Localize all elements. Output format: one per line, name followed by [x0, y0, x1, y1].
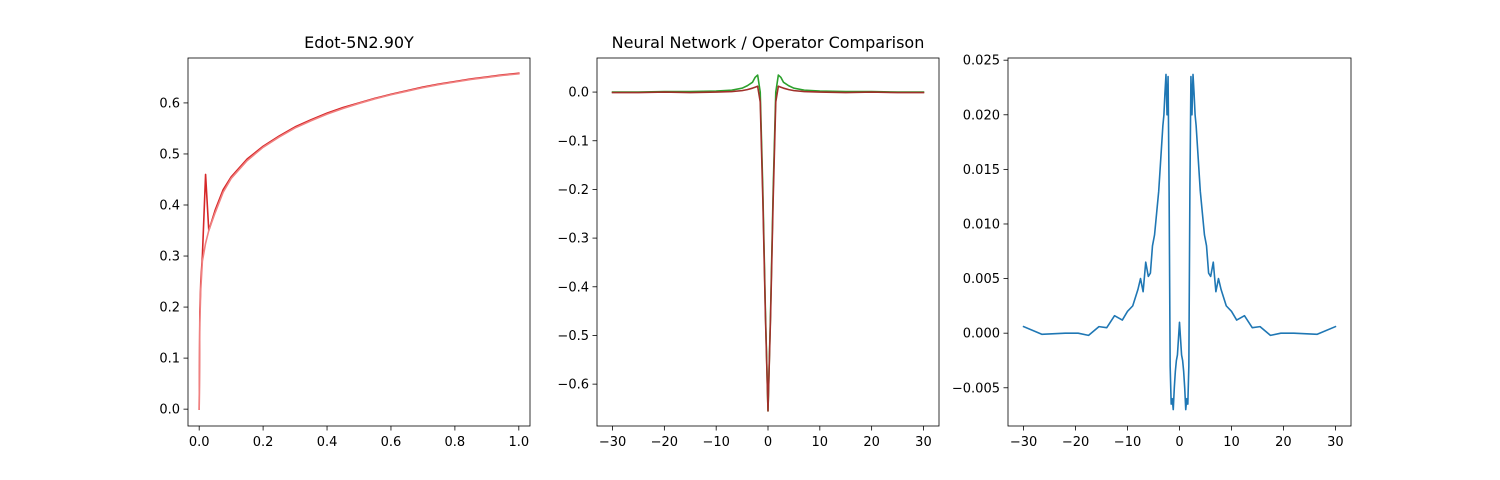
panel-difference: −30 −20 −10 0 10 20 30 −0.005 0.000 0.005 0.010 0.0…	[952, 54, 1352, 450]
x-tick-label: 20	[1275, 435, 1292, 450]
x-tick-label: 0.0	[189, 435, 210, 450]
y-tick-label: −0.3	[557, 232, 589, 247]
x-tick-label: −30	[1010, 435, 1037, 450]
y-tick-label: 0.2	[159, 301, 180, 316]
y-tick-label: 0.005	[963, 272, 1000, 287]
y-tick-label: −0.4	[557, 280, 589, 295]
y-tick-label: 0.000	[963, 327, 1000, 342]
x-tick-label: 30	[915, 435, 932, 450]
panel-edot-curve: Edot-5N2.90Y 0.0 0.2 0.4 0.6 0.8 1.0 0.0 0.1 0.2…	[159, 33, 531, 450]
panel-operator-comparison: Neural Network / Operator Comparison −30…	[557, 33, 940, 450]
x-tick-label: 0.2	[253, 435, 274, 450]
x-tick-label: 0.4	[317, 435, 338, 450]
y-tick-label: 0.1	[159, 352, 180, 367]
y-tick-label: 0.0	[568, 86, 589, 101]
panel-title: Edot-5N2.90Y	[304, 33, 414, 52]
x-tick-label: 20	[863, 435, 880, 450]
y-tick-label: 0.3	[159, 250, 180, 265]
y-tick-label: 0.020	[963, 108, 1000, 123]
x-tick-label: 0.8	[445, 435, 466, 450]
x-tick-label: 10	[1223, 435, 1240, 450]
y-tick-label: 0.4	[159, 198, 180, 213]
y-tick-label: 0.015	[963, 163, 1000, 178]
x-tick-label: −20	[651, 435, 678, 450]
y-tick-label: −0.5	[557, 329, 589, 344]
panel-title: Neural Network / Operator Comparison	[612, 33, 925, 52]
x-tick-label: 30	[1327, 435, 1344, 450]
x-tick-label: 10	[812, 435, 829, 450]
x-tick-label: 0	[1175, 435, 1183, 450]
y-tick-label: 0.025	[963, 54, 1000, 69]
series-line	[198, 72, 520, 410]
y-tick-label: −0.2	[557, 183, 589, 198]
x-tick-label: −20	[1062, 435, 1089, 450]
x-tick-label: 0	[764, 435, 772, 450]
plot-frame	[187, 57, 531, 427]
x-tick-label: −10	[702, 435, 729, 450]
y-tick-label: −0.005	[952, 381, 1000, 396]
y-tick-label: 0.010	[963, 217, 1000, 232]
x-tick-label: 1.0	[508, 435, 529, 450]
y-tick-label: 0.5	[159, 147, 180, 162]
x-tick-label: 0.6	[381, 435, 402, 450]
series-line	[1022, 73, 1337, 411]
y-tick-label: −0.6	[557, 378, 589, 393]
y-tick-label: −0.1	[557, 134, 589, 149]
y-tick-label: 0.6	[159, 96, 180, 111]
x-tick-label: −10	[1114, 435, 1141, 450]
y-tick-label: 0.0	[159, 403, 180, 418]
series-line	[611, 85, 925, 412]
x-tick-label: −30	[599, 435, 626, 450]
